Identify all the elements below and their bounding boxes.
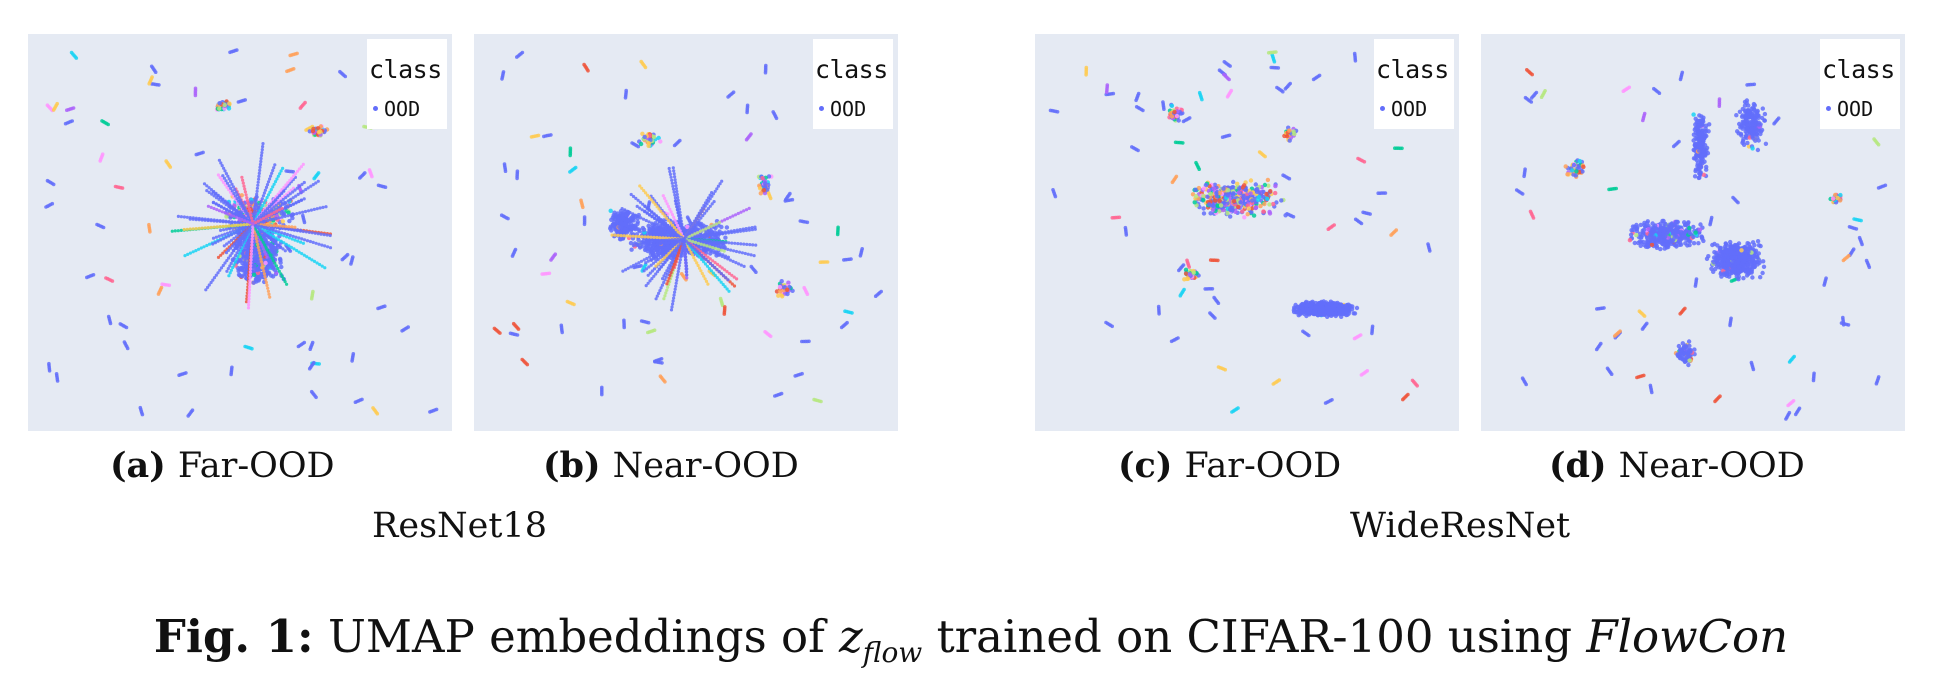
legend-d: class OOD — [1820, 39, 1900, 129]
subcaption-b: (b) Near-OOD — [543, 445, 799, 486]
subcaption-c: (c) Far-OOD — [1118, 445, 1341, 486]
caption-variable-subscript: flow — [862, 636, 923, 669]
scatter-plot-c — [1048, 50, 1432, 414]
caption-variable: z — [839, 610, 863, 663]
legend-title: class — [1822, 55, 1895, 84]
scatter-plot-b — [492, 50, 883, 404]
umap-panel-d: class OOD — [1481, 34, 1905, 431]
umap-panel-c: class OOD — [1035, 34, 1459, 431]
legend-marker — [1826, 106, 1831, 111]
legend-marker — [1380, 106, 1385, 111]
subcaption-title: Far-OOD — [1184, 446, 1342, 486]
subcaption-title: Far-OOD — [177, 446, 335, 486]
legend-item-label: OOD — [384, 97, 421, 121]
umap-panel-a: class OOD — [28, 34, 452, 431]
subcaption-label: (c) — [1118, 445, 1173, 486]
caption-text-after: trained on CIFAR-100 using — [922, 610, 1587, 663]
scatter-plot-d — [1514, 57, 1888, 421]
subcaption-label: (b) — [543, 445, 601, 486]
figure-caption: Fig. 1: UMAP embeddings of zflow trained… — [0, 610, 1942, 669]
umap-panel-b: class OOD — [474, 34, 898, 431]
legend-title: class — [1376, 55, 1449, 84]
legend-a: class OOD — [367, 39, 447, 129]
legend-c: class OOD — [1374, 39, 1454, 129]
legend-item-ood: OOD — [373, 97, 420, 121]
legend-item-ood: OOD — [1380, 97, 1427, 121]
figure-label: Fig. 1: — [153, 610, 314, 663]
subcaption-title: Near-OOD — [612, 446, 799, 486]
subcaption-title: Near-OOD — [1618, 446, 1805, 486]
legend-title: class — [369, 55, 442, 84]
legend-title: class — [815, 55, 888, 84]
subcaption-label: (d) — [1549, 445, 1607, 486]
subcaption-a: (a) Far-OOD — [110, 445, 335, 486]
legend-marker — [819, 106, 824, 111]
subcaption-d: (d) Near-OOD — [1549, 445, 1805, 486]
legend-item-ood: OOD — [819, 97, 866, 121]
legend-item-label: OOD — [830, 97, 867, 121]
caption-text-before: UMAP embeddings of — [327, 610, 840, 663]
caption-method-name: FlowCon — [1586, 610, 1789, 663]
group-label-resnet18: ResNet18 — [372, 506, 547, 546]
legend-item-label: OOD — [1391, 97, 1428, 121]
legend-b: class OOD — [813, 39, 893, 129]
group-label-wideresnet: WideResNet — [1350, 506, 1571, 546]
legend-marker — [373, 106, 378, 111]
scatter-plot-a — [44, 48, 439, 418]
legend-item-label: OOD — [1837, 97, 1874, 121]
subcaption-label: (a) — [110, 445, 166, 486]
legend-item-ood: OOD — [1826, 97, 1873, 121]
